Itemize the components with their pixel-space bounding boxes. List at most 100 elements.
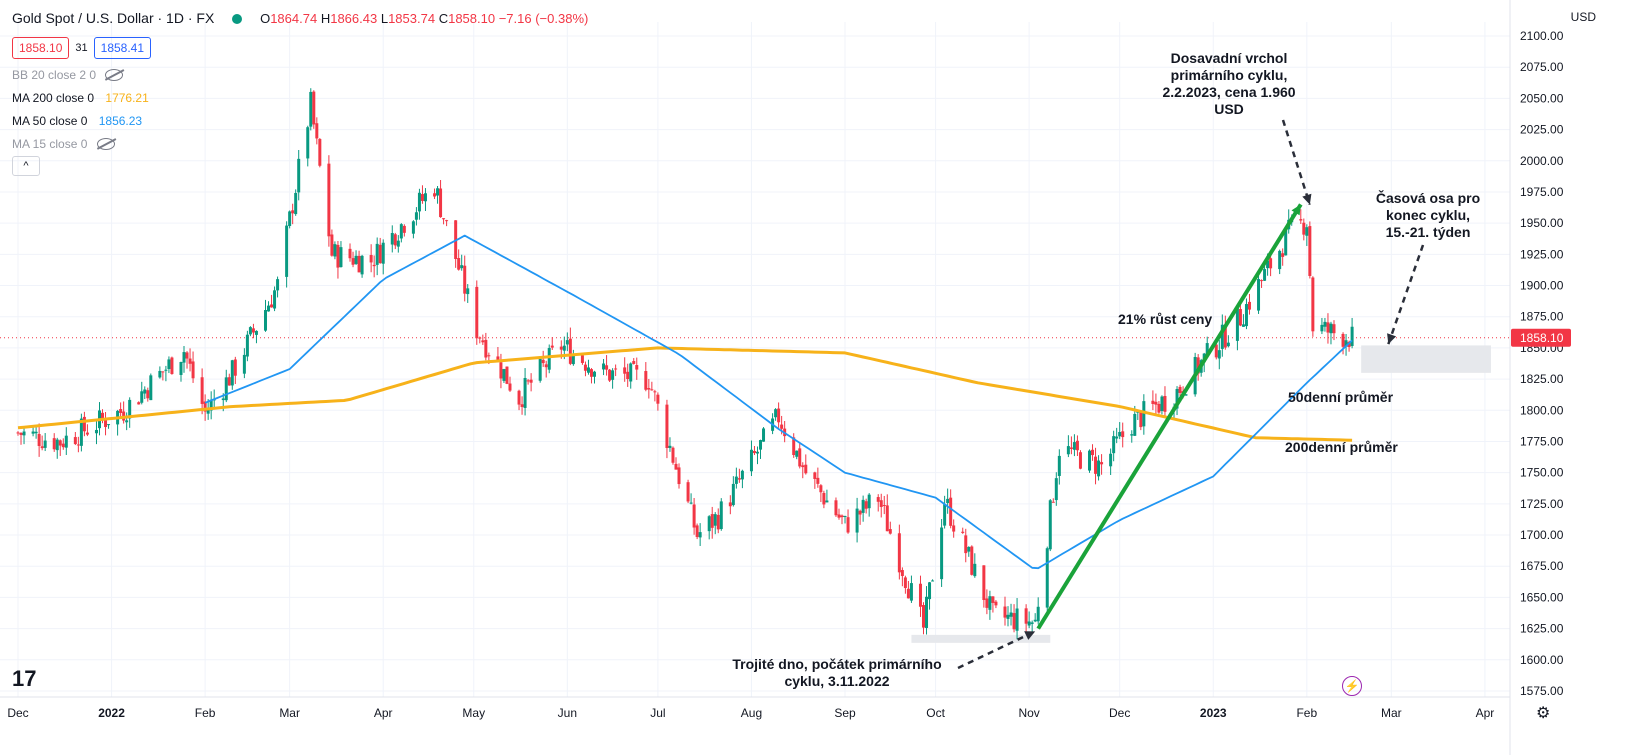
candle-body	[798, 448, 802, 467]
candle-body	[777, 408, 781, 423]
symbol-legend[interactable]: Gold Spot / U.S. Dollar · 1D · FX O1864.…	[12, 10, 588, 26]
candle-body	[1284, 228, 1288, 256]
candle-body	[755, 451, 759, 454]
candle-body	[547, 348, 551, 370]
candle-body	[206, 409, 210, 414]
x-tick-label: Mar	[279, 706, 300, 720]
candle-body	[1350, 326, 1354, 346]
candle-body	[737, 478, 741, 480]
candle-body	[728, 502, 732, 507]
candle-body	[1238, 309, 1242, 326]
candle-body	[439, 188, 443, 218]
candle-body	[82, 416, 86, 432]
candle-body	[291, 210, 295, 214]
candle-body	[76, 444, 80, 446]
currency-selector[interactable]: USD	[1570, 10, 1596, 24]
candle-body	[411, 221, 415, 234]
candle-body	[840, 515, 844, 518]
candle-body	[1329, 323, 1333, 334]
candle-body	[550, 345, 554, 348]
candle-body	[137, 402, 141, 405]
sell-button[interactable]: 1858.10	[12, 37, 70, 59]
x-tick-label: Feb	[195, 706, 216, 720]
price-axis[interactable]: 1575.00 1600.00 1625.00 1650.00 1675.00 1700.…	[1509, 0, 1564, 755]
candle-body	[1069, 447, 1073, 449]
buy-button[interactable]: 1858.41	[93, 37, 152, 59]
candle-body	[1109, 453, 1113, 467]
candle-body	[713, 514, 717, 526]
cycle-pointer-arrow	[1387, 244, 1425, 345]
symbol-title[interactable]: Gold Spot / U.S. Dollar · 1D · FX	[12, 10, 215, 26]
candle-body	[61, 443, 65, 448]
peak-pointer-arrow-head	[1302, 193, 1312, 205]
collapse-legend-button[interactable]: ^	[12, 156, 40, 176]
candle-body	[481, 340, 485, 343]
candle-body	[1326, 322, 1330, 333]
eye-hidden-icon[interactable]	[96, 138, 115, 150]
ohlc-key: H	[320, 11, 331, 26]
eye-hidden-icon[interactable]	[105, 69, 124, 81]
candle-body	[52, 438, 56, 450]
candle-body	[375, 243, 379, 265]
candle-body	[529, 379, 533, 383]
candle-body	[1157, 403, 1161, 413]
tradingview-logo[interactable]: 17	[12, 666, 37, 691]
candle-body	[254, 330, 258, 335]
candle-body	[158, 370, 162, 378]
candle-body	[843, 515, 847, 517]
candle-body	[928, 582, 932, 600]
bottom-zone-box	[911, 634, 1051, 643]
time-axis[interactable]: Dec 2022 Feb Mar Apr May Jun Jul Aug Sep Oct Nov Dec…	[0, 696, 1510, 720]
candle-body	[1196, 357, 1200, 374]
candle-body	[614, 368, 618, 370]
candle-body	[1139, 411, 1143, 428]
y-tick-label: 1925.00	[1520, 247, 1564, 261]
indicator-ma200[interactable]: MA 200 close 0 1776.21	[12, 91, 149, 105]
candle-body	[351, 258, 355, 265]
candle-body	[804, 464, 808, 474]
candle-body	[580, 355, 584, 363]
candle-body	[1217, 350, 1221, 359]
candle-body	[1160, 396, 1164, 411]
x-tick-label: Aug	[741, 706, 762, 720]
ma50-path	[204, 234, 1353, 570]
candle-body	[188, 358, 192, 364]
candle-body	[420, 194, 424, 201]
y-tick-label: 1975.00	[1520, 185, 1564, 199]
candle-body	[294, 192, 298, 215]
indicator-ma50[interactable]: MA 50 close 0 1856.23	[12, 114, 142, 128]
candle-body	[571, 354, 575, 365]
candle-body	[879, 500, 883, 507]
candle-body	[906, 588, 910, 599]
candle-body	[1263, 269, 1267, 281]
candle-body	[602, 363, 606, 370]
x-tick-label: Apr	[1476, 706, 1495, 720]
candle-body	[834, 500, 838, 516]
settings-gear-icon[interactable]: ⚙	[1536, 705, 1551, 722]
annotation-bottom: Trojité dno, počátek primárního cyklu, 3…	[732, 656, 942, 689]
candle-body	[1072, 442, 1076, 450]
indicator-label: MA 15 close 0	[12, 137, 88, 151]
candle-body	[1178, 386, 1182, 393]
candle-body	[822, 492, 826, 505]
indicator-value: 1856.23	[98, 114, 143, 128]
candle-body	[1054, 478, 1058, 501]
indicator-ma15[interactable]: MA 15 close 0	[12, 137, 115, 151]
candle-body	[626, 371, 630, 380]
ohlc-values: O1864.74 H1866.43 L1853.74 C1858.10 −7.1…	[260, 11, 588, 26]
candle-body	[1151, 400, 1155, 404]
lightning-icon[interactable]: ⚡	[1342, 676, 1362, 696]
trend-arrow-line-head	[1291, 204, 1301, 216]
candle-body	[1012, 613, 1016, 630]
candle-body	[644, 371, 648, 390]
candle-body	[270, 304, 274, 308]
candle-body	[888, 529, 892, 534]
candle-body	[227, 377, 231, 386]
indicator-bb[interactable]: BB 20 close 2 0	[12, 68, 124, 82]
candle-body	[559, 346, 563, 350]
x-tick-label: Feb	[1296, 706, 1317, 720]
candle-body	[146, 390, 150, 399]
candle-body	[689, 502, 693, 504]
x-tick-label: Dec	[1109, 706, 1130, 720]
